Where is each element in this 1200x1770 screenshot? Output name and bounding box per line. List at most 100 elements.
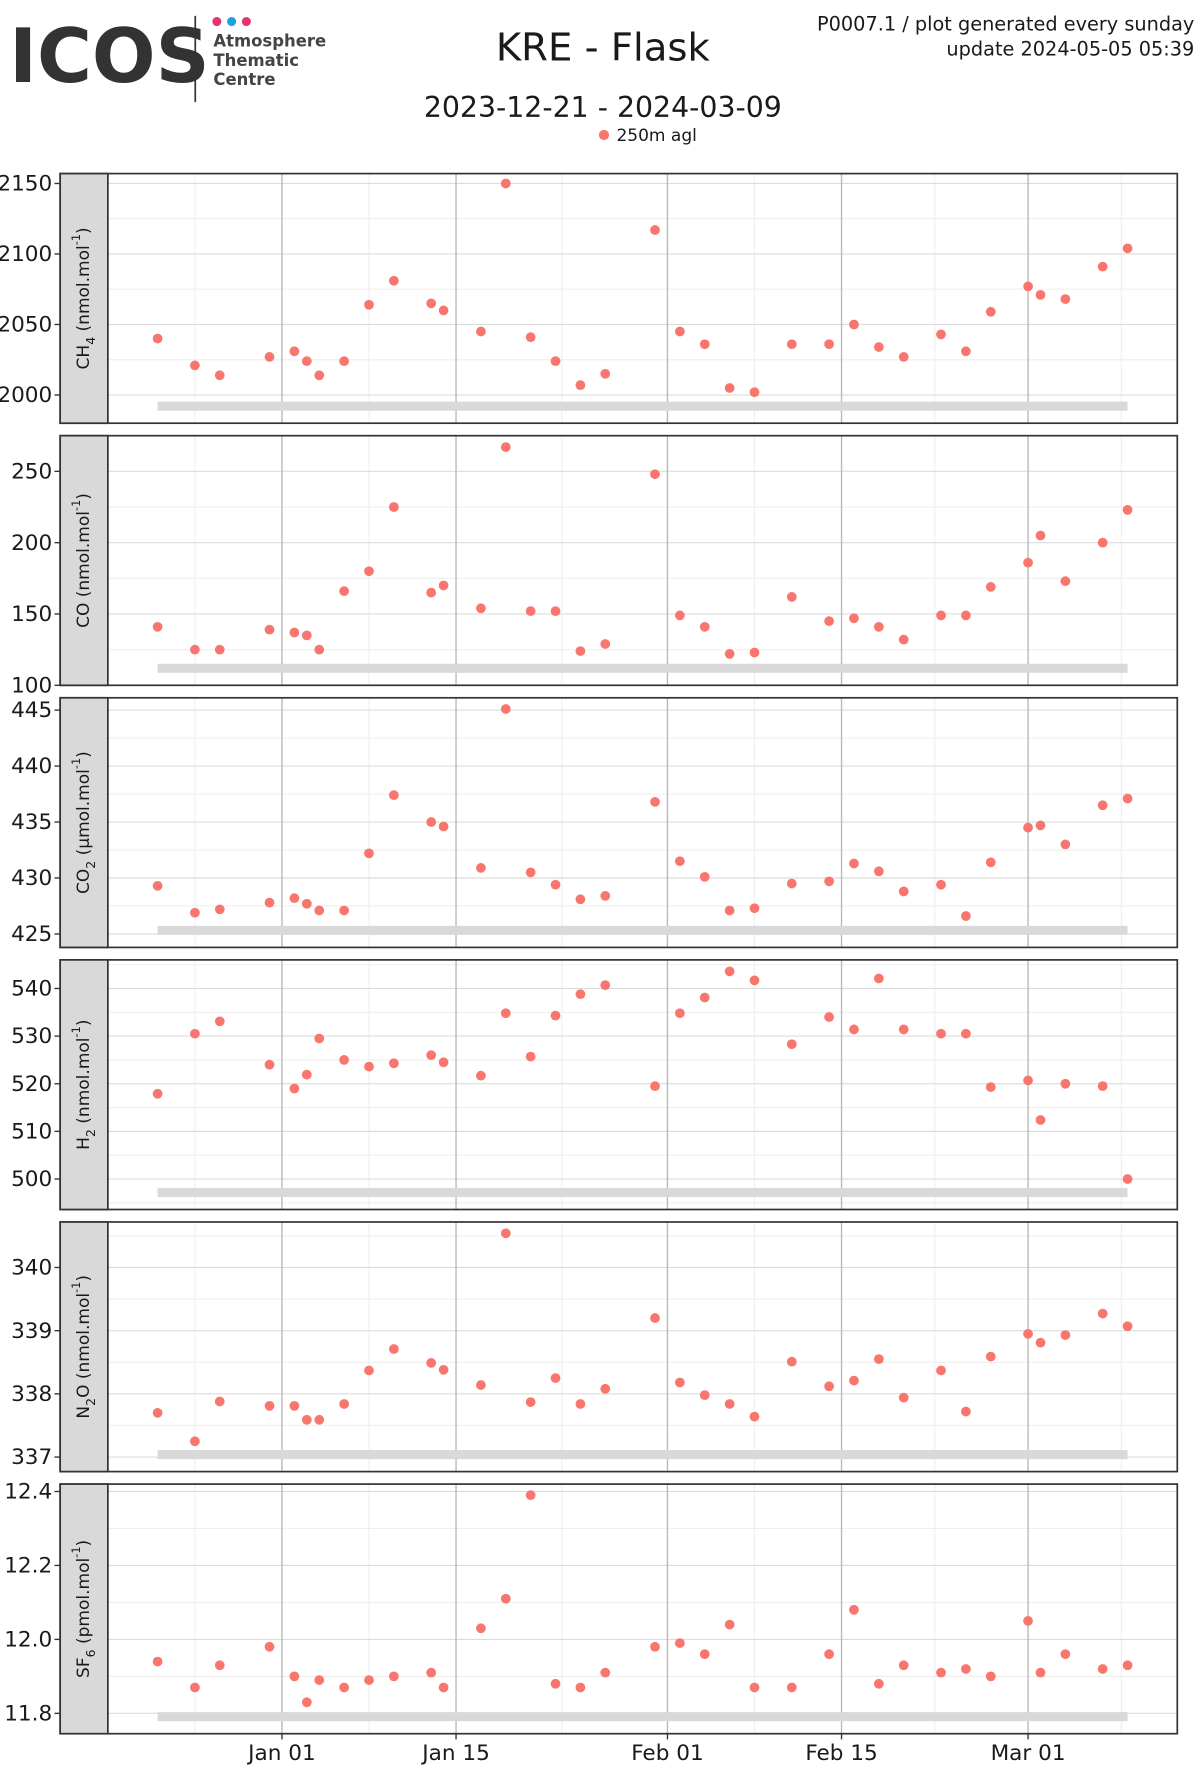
data-point: [936, 1028, 946, 1039]
y-tick-label: 12.4: [4, 1480, 52, 1505]
y-tick-label: 338: [11, 1382, 52, 1407]
data-point: [1023, 822, 1033, 833]
data-point: [575, 1682, 586, 1693]
logo-dot: [212, 17, 222, 27]
y-axis-label-part: ): [74, 1540, 94, 1547]
y-axis-label-part: CO: [74, 603, 94, 628]
panel-background: [107, 1221, 1178, 1472]
legend-label: 250m agl: [616, 126, 696, 146]
data-point: [364, 566, 374, 577]
data-point: [1023, 557, 1033, 568]
data-point: [152, 621, 163, 632]
data-point: [786, 591, 797, 602]
data-point: [936, 610, 946, 621]
data-point: [476, 863, 486, 873]
data-point: [898, 352, 909, 362]
data-point: [575, 1399, 586, 1409]
data-point: [749, 1682, 760, 1693]
data-point: [1060, 1330, 1071, 1340]
data-point: [289, 1083, 300, 1094]
data-point: [364, 848, 374, 859]
data-point: [388, 502, 399, 512]
data-point: [426, 1050, 437, 1061]
data-point: [824, 1012, 834, 1022]
data-point: [214, 1660, 225, 1671]
data-point: [873, 1354, 884, 1364]
y-axis-label: H2 (nmol.mol-1): [69, 1020, 98, 1150]
data-point: [550, 879, 561, 890]
data-point: [849, 1604, 859, 1615]
data-point: [600, 368, 611, 379]
data-point: [724, 1399, 735, 1409]
data-point: [1035, 820, 1046, 831]
data-point: [264, 897, 275, 908]
y-tick-label: 2000: [0, 383, 52, 408]
y-axis-label-part: N: [74, 1406, 94, 1419]
data-point: [364, 1061, 374, 1072]
data-point: [674, 610, 685, 621]
data-point: [575, 894, 586, 905]
y-tick-label: 440: [11, 754, 52, 779]
y-axis-label-part: ): [74, 493, 94, 500]
data-point: [699, 339, 710, 350]
y-tick-label: 510: [11, 1120, 52, 1145]
data-point: [190, 644, 200, 655]
data-point: [724, 383, 735, 393]
data-point: [936, 879, 946, 890]
data-point: [898, 1024, 909, 1035]
data-point: [699, 992, 710, 1003]
data-point: [364, 299, 374, 310]
y-tick-label: 425: [11, 922, 52, 947]
data-point: [152, 1407, 163, 1418]
coverage-bar: [157, 663, 1128, 673]
data-point: [438, 305, 449, 316]
data-point: [550, 1010, 561, 1021]
data-point: [500, 178, 511, 189]
data-point: [724, 649, 735, 659]
data-point: [674, 326, 685, 337]
data-point: [824, 616, 834, 626]
data-point: [985, 857, 996, 868]
data-point: [575, 989, 586, 1000]
data-point: [985, 1671, 996, 1682]
data-point: [824, 1649, 834, 1660]
data-point: [898, 1392, 909, 1403]
y-tick-label: 445: [11, 698, 52, 723]
data-point: [364, 1675, 374, 1685]
data-point: [426, 587, 437, 598]
data-point: [525, 606, 536, 617]
strip: [59, 1483, 109, 1735]
data-point: [264, 1059, 275, 1070]
data-point: [190, 1682, 200, 1693]
data-point: [674, 856, 685, 867]
data-point: [985, 1082, 996, 1092]
y-tick-label: 2150: [0, 172, 52, 197]
data-point: [600, 891, 611, 901]
y-tick-label: 530: [11, 1024, 52, 1049]
strip: [59, 959, 109, 1211]
data-point: [388, 1671, 399, 1682]
y-tick-label: 100: [11, 673, 52, 698]
data-point: [786, 339, 797, 350]
strip: [59, 696, 109, 949]
logo-text: Thematic: [213, 51, 299, 70]
y-tick-label: 12.2: [4, 1554, 52, 1579]
data-point: [575, 380, 586, 391]
data-point: [550, 356, 561, 367]
data-point: [849, 858, 859, 869]
data-point: [339, 1055, 350, 1065]
y-axis-label-part: 4: [83, 337, 98, 345]
strip: [59, 434, 109, 687]
y-tick-label: 11.8: [4, 1701, 52, 1726]
y-axis-label-part: 2: [83, 861, 98, 869]
data-point: [388, 790, 399, 801]
data-point: [500, 704, 511, 714]
data-point: [650, 225, 660, 235]
data-point: [749, 647, 760, 658]
info-text: P0007.1 / plot generated every sunday: [817, 12, 1194, 35]
y-axis-label-part: 6: [83, 1649, 98, 1657]
y-axis-label-part: ): [74, 1020, 94, 1027]
y-axis-label: N2O (nmol.mol-1): [69, 1275, 98, 1419]
y-tick-label: 12.0: [4, 1628, 52, 1653]
data-point: [152, 333, 163, 344]
